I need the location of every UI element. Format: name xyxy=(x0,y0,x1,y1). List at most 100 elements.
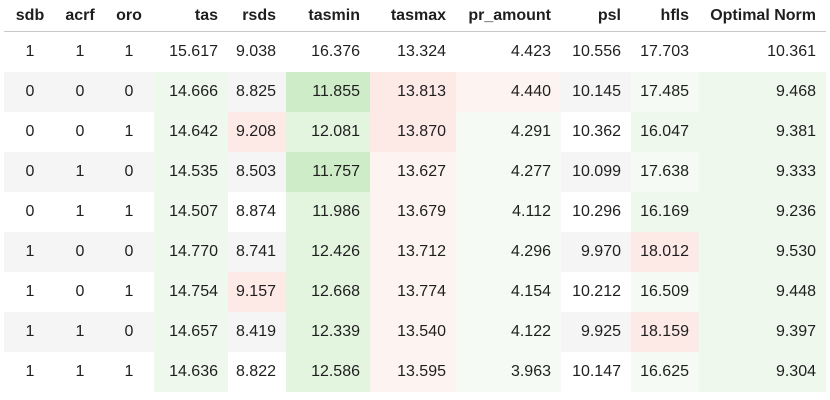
table-row: 1 0 1 14.754 9.157 12.668 13.774 4.154 10.212 16.… xyxy=(4,272,826,312)
cell-oro: 0 xyxy=(104,152,154,192)
cell-hfls: 16.509 xyxy=(631,272,699,312)
cell-acrf: 1 xyxy=(75,363,85,380)
cell-tasmin: 12.339 xyxy=(286,312,370,352)
cell-rsds: 8.419 xyxy=(228,312,286,352)
cell-rsds: 8.822 xyxy=(235,363,276,380)
cell-psl: 10.362 xyxy=(572,123,621,140)
col-header-tasmin[interactable]: tasmin xyxy=(286,0,370,32)
cell-tas: 14.535 xyxy=(154,152,228,192)
cell-tasmin: 12.081 xyxy=(286,112,370,152)
table-body: 1 1 1 15.617 9.038 16.376 13.324 4.423 10.556 17.… xyxy=(4,32,826,392)
cell-psl: 10.099 xyxy=(561,152,631,192)
results-table: sdb acrf oro tas rsds tasmin tasmax pr_a… xyxy=(4,0,826,392)
cell-tas: 15.617 xyxy=(169,43,218,60)
cell-acrf: 0 xyxy=(56,232,104,272)
cell-oro: 1 xyxy=(124,43,134,60)
cell-tasmin: 11.757 xyxy=(286,152,370,192)
cell-rsds: 8.874 xyxy=(235,203,276,220)
table-row: 0 0 0 14.666 8.825 11.855 13.813 4.440 10.145 17.… xyxy=(4,72,826,112)
cell-pr-amount: 4.122 xyxy=(456,312,561,352)
cell-hfls: 18.159 xyxy=(631,312,699,352)
col-header-rsds[interactable]: rsds xyxy=(228,0,286,32)
cell-psl: 10.145 xyxy=(561,72,631,112)
cell-psl: 10.212 xyxy=(572,283,621,300)
cell-oro: 1 xyxy=(124,363,134,380)
col-header-sdb[interactable]: sdb xyxy=(4,0,56,32)
cell-tasmax: 13.870 xyxy=(370,112,456,152)
table-row: 0 1 1 14.507 8.874 11.986 13.679 4.112 10.296 16.… xyxy=(4,192,826,232)
cell-optimal-norm: 9.333 xyxy=(699,152,826,192)
cell-tasmin: 16.376 xyxy=(311,43,360,60)
col-header-optimal-norm[interactable]: Optimal Norm xyxy=(699,0,826,32)
cell-pr-amount: 4.154 xyxy=(456,272,561,312)
cell-tas: 14.770 xyxy=(154,232,228,272)
cell-rsds: 9.157 xyxy=(228,272,286,312)
cell-tasmax: 13.627 xyxy=(370,152,456,192)
col-header-hfls[interactable]: hfls xyxy=(631,0,699,32)
cell-oro: 1 xyxy=(124,203,134,220)
cell-psl: 9.970 xyxy=(561,232,631,272)
cell-tasmax: 13.712 xyxy=(370,232,456,272)
cell-pr-amount: 4.291 xyxy=(456,112,561,152)
cell-tasmin: 12.586 xyxy=(286,352,370,392)
cell-tasmax: 13.813 xyxy=(370,72,456,112)
cell-tasmin: 12.426 xyxy=(286,232,370,272)
cell-tasmax: 13.679 xyxy=(370,192,456,232)
col-header-psl[interactable]: psl xyxy=(561,0,631,32)
cell-acrf: 0 xyxy=(56,72,104,112)
cell-rsds: 9.038 xyxy=(235,43,276,60)
cell-optimal-norm: 9.530 xyxy=(699,232,826,272)
cell-rsds: 8.825 xyxy=(228,72,286,112)
cell-tasmax: 13.774 xyxy=(370,272,456,312)
table-row: 1 1 1 14.636 8.822 12.586 13.595 3.963 10.147 16.… xyxy=(4,352,826,392)
header-row: sdb acrf oro tas rsds tasmin tasmax pr_a… xyxy=(4,0,826,32)
cell-optimal-norm: 9.381 xyxy=(699,112,826,152)
cell-tasmax: 13.324 xyxy=(397,43,446,60)
cell-oro: 1 xyxy=(124,123,134,140)
cell-rsds: 9.208 xyxy=(228,112,286,152)
cell-rsds: 8.741 xyxy=(228,232,286,272)
cell-psl: 10.556 xyxy=(572,43,621,60)
cell-pr-amount: 4.423 xyxy=(510,43,551,60)
table-row: 1 0 0 14.770 8.741 12.426 13.712 4.296 9.970 18.0… xyxy=(4,232,826,272)
cell-sdb: 0 xyxy=(25,203,35,220)
col-header-tas[interactable]: tas xyxy=(154,0,228,32)
cell-optimal-norm: 10.361 xyxy=(767,43,816,60)
cell-optimal-norm: 9.468 xyxy=(699,72,826,112)
cell-pr-amount: 4.112 xyxy=(456,192,561,232)
cell-optimal-norm: 9.448 xyxy=(699,272,826,312)
cell-tasmin: 11.855 xyxy=(286,72,370,112)
cell-optimal-norm: 9.304 xyxy=(699,352,826,392)
cell-acrf: 1 xyxy=(75,43,85,60)
cell-acrf: 1 xyxy=(56,152,104,192)
table-row: 0 1 0 14.535 8.503 11.757 13.627 4.277 10.099 17.… xyxy=(4,152,826,192)
cell-pr-amount: 4.296 xyxy=(456,232,561,272)
cell-pr-amount: 4.277 xyxy=(456,152,561,192)
cell-oro: 0 xyxy=(104,72,154,112)
col-header-acrf[interactable]: acrf xyxy=(56,0,104,32)
cell-sdb: 1 xyxy=(4,232,56,272)
cell-oro: 0 xyxy=(104,232,154,272)
col-header-oro[interactable]: oro xyxy=(104,0,154,32)
cell-tas: 14.636 xyxy=(154,352,228,392)
cell-hfls: 16.625 xyxy=(631,352,699,392)
table-header: sdb acrf oro tas rsds tasmin tasmax pr_a… xyxy=(4,0,826,32)
cell-acrf: 0 xyxy=(75,123,85,140)
cell-hfls: 16.047 xyxy=(631,112,699,152)
cell-acrf: 1 xyxy=(56,312,104,352)
cell-sdb: 0 xyxy=(4,152,56,192)
cell-tas: 14.642 xyxy=(154,112,228,152)
cell-oro: 1 xyxy=(124,283,134,300)
table-row: 0 0 1 14.642 9.208 12.081 13.870 4.291 10.362 16.… xyxy=(4,112,826,152)
cell-tasmin: 12.668 xyxy=(286,272,370,312)
cell-optimal-norm: 9.397 xyxy=(699,312,826,352)
cell-tasmin: 11.986 xyxy=(286,192,370,232)
col-header-pr-amount[interactable]: pr_amount xyxy=(456,0,561,32)
cell-sdb: 1 xyxy=(25,363,35,380)
cell-hfls: 17.703 xyxy=(640,43,689,60)
cell-tas: 14.666 xyxy=(154,72,228,112)
col-header-tasmax[interactable]: tasmax xyxy=(370,0,456,32)
cell-tasmax: 13.595 xyxy=(370,352,456,392)
cell-sdb: 1 xyxy=(25,43,35,60)
table-row: 1 1 1 15.617 9.038 16.376 13.324 4.423 10.556 17.… xyxy=(4,32,826,73)
